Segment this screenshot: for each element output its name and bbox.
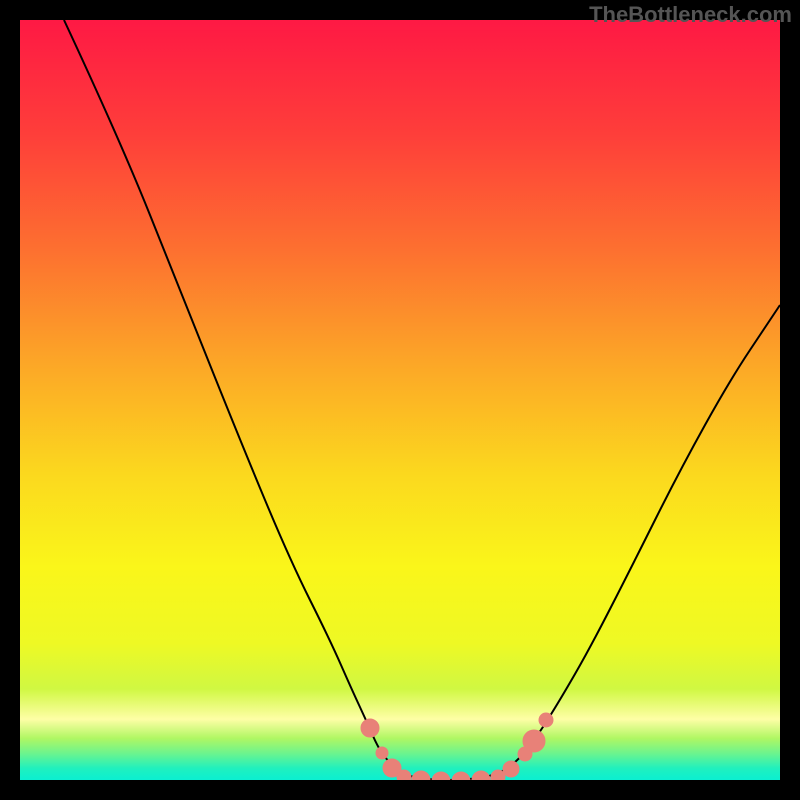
- curve-marker: [539, 713, 553, 727]
- chart-svg: [0, 0, 800, 800]
- plot-area: [20, 20, 780, 790]
- curve-marker: [376, 747, 388, 759]
- watermark-text: TheBottleneck.com: [589, 2, 792, 28]
- gradient-background: [20, 20, 780, 780]
- chart-container: TheBottleneck.com: [0, 0, 800, 800]
- curve-marker: [361, 719, 379, 737]
- curve-marker: [503, 761, 519, 777]
- curve-marker: [523, 730, 545, 752]
